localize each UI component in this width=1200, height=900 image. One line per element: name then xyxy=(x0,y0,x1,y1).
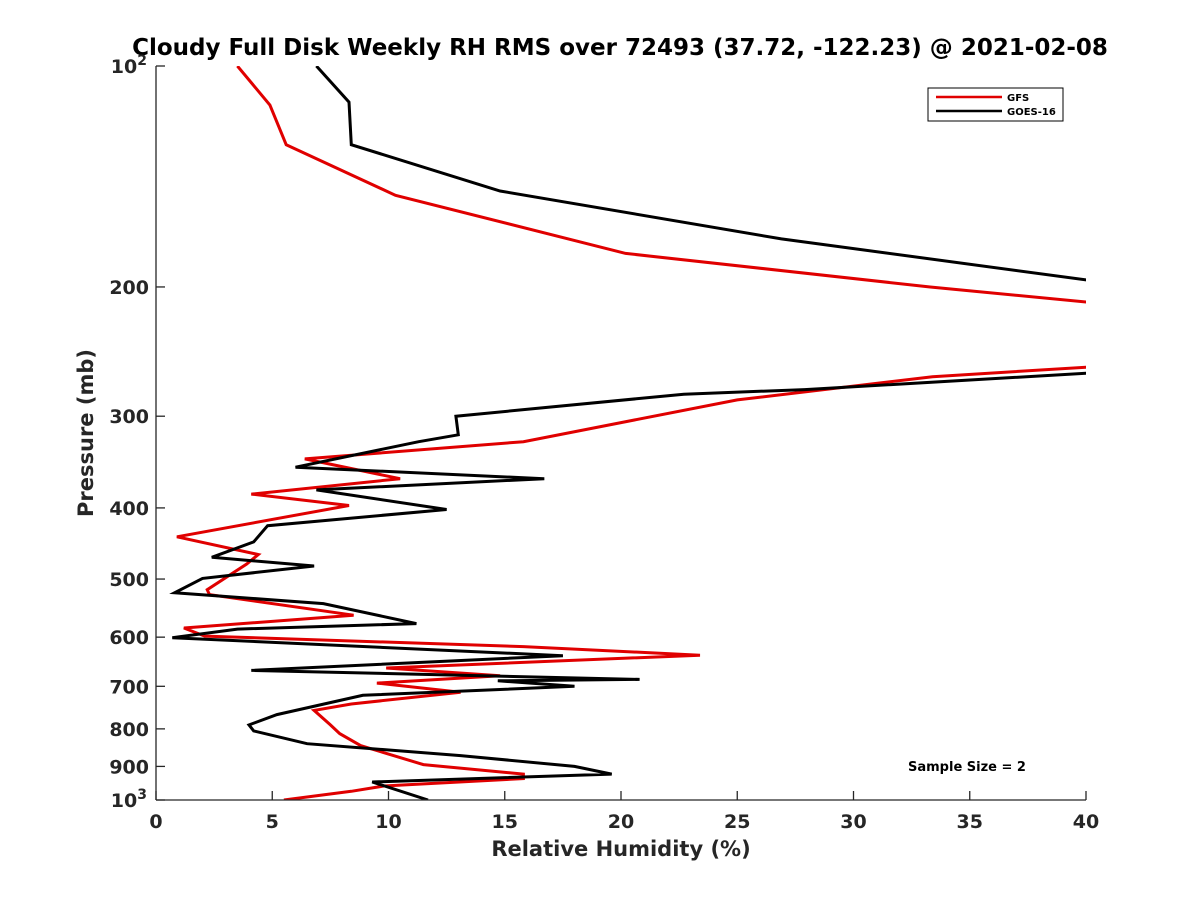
y-tick-label: 300 xyxy=(109,406,149,428)
legend: GFS GOES-16 xyxy=(927,87,1064,122)
x-tick-label: 40 xyxy=(1073,811,1099,833)
y-tick-label: 900 xyxy=(109,756,149,778)
axes-layer: 0 5 10 15 20 25 30 35 40 102 200 300 400 500 600 700 800… xyxy=(109,53,1099,833)
x-tick-label: 5 xyxy=(266,811,279,833)
x-tick-label: 0 xyxy=(149,811,162,833)
y-tick-label: 200 xyxy=(109,277,149,299)
x-tick-label: 20 xyxy=(608,811,634,833)
x-tick-label: 35 xyxy=(957,811,983,833)
legend-box xyxy=(927,87,1064,122)
y-tick-label: 400 xyxy=(109,498,149,520)
legend-label-gfs: GFS xyxy=(1007,93,1029,104)
legend-label-goes-16: GOES-16 xyxy=(1007,107,1056,118)
y-tick-label: 103 xyxy=(111,787,147,812)
y-tick-label: 102 xyxy=(111,53,147,78)
y-tick-label: 500 xyxy=(109,569,149,591)
sample-size-annotation: Sample Size = 2 xyxy=(908,760,1026,775)
series-line-gfs xyxy=(176,66,1086,800)
y-axis-title: Pressure (mb) xyxy=(74,349,98,517)
x-axis-title: Relative Humidity (%) xyxy=(491,837,750,861)
chart-title: Cloudy Full Disk Weekly RH RMS over 7249… xyxy=(132,35,1108,61)
series-line-goes-16 xyxy=(169,66,1086,800)
x-tick-label: 10 xyxy=(375,811,401,833)
y-tick-label: 700 xyxy=(109,676,149,698)
y-tick-label: 600 xyxy=(109,627,149,649)
x-tick-label: 25 xyxy=(724,811,750,833)
x-tick-label: 30 xyxy=(840,811,866,833)
y-tick-label: 800 xyxy=(109,719,149,741)
series-layer xyxy=(169,66,1086,800)
x-tick-label: 15 xyxy=(492,811,518,833)
